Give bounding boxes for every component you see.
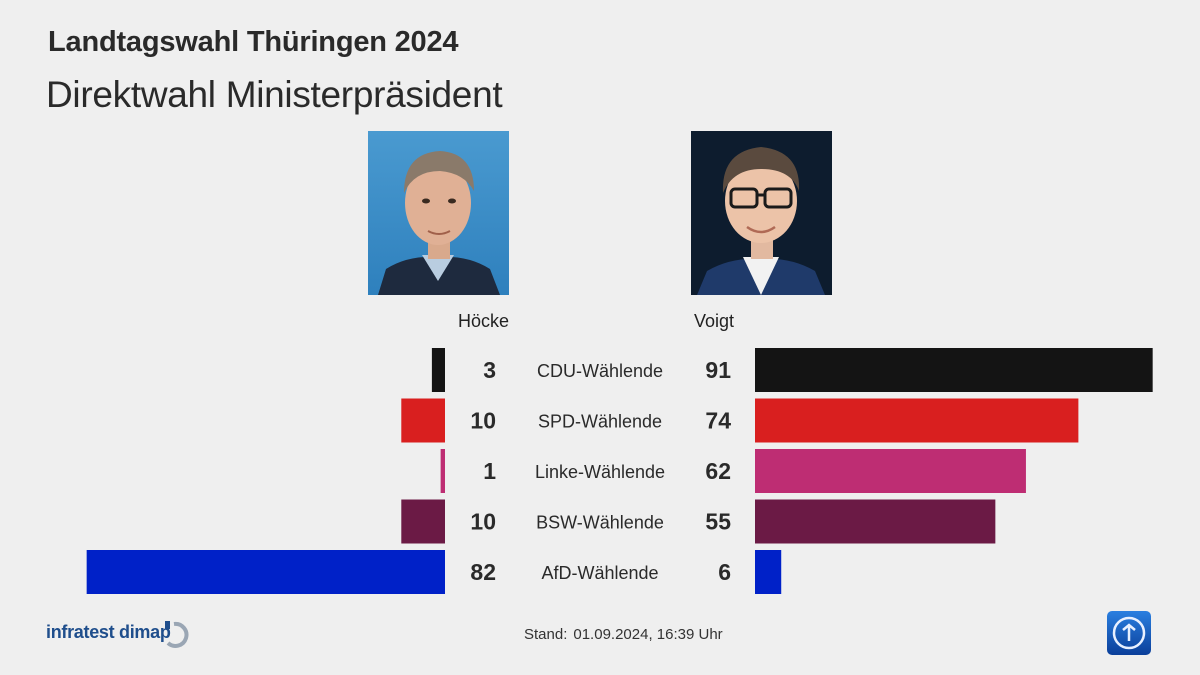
value-left-linke-w-hlende: 1 <box>483 458 496 484</box>
category-label-afd-w-hlende: AfD-Wählende <box>541 563 658 583</box>
value-right-linke-w-hlende: 62 <box>705 458 731 484</box>
candidate-name-left: Höcke <box>458 311 510 331</box>
bar-right-cdu-w-hlende <box>755 348 1153 392</box>
value-left-bsw-w-hlende: 10 <box>470 509 496 535</box>
value-right-afd-w-hlende: 6 <box>718 559 731 585</box>
stand-value: 01.09.2024, 16:39 Uhr <box>573 626 723 643</box>
category-label-linke-w-hlende: Linke-Wählende <box>535 462 665 482</box>
stand-label: Stand: <box>524 626 568 643</box>
infratest-dimap-logo-icon <box>162 619 192 654</box>
chart-title: Landtagswahl Thüringen 2024 <box>48 26 459 58</box>
bar-left-bsw-w-hlende <box>401 499 445 544</box>
bar-right-afd-w-hlende <box>755 550 782 594</box>
value-right-bsw-w-hlende: 55 <box>705 509 731 535</box>
tagesschau-logo-icon <box>1106 610 1152 661</box>
bar-right-linke-w-hlende <box>755 449 1026 493</box>
bar-left-cdu-w-hlende <box>431 348 445 392</box>
bar-left-spd-w-hlende <box>401 398 445 443</box>
value-right-cdu-w-hlende: 91 <box>705 357 731 383</box>
value-right-spd-w-hlende: 74 <box>705 408 731 434</box>
bar-right-bsw-w-hlende <box>755 499 996 544</box>
bar-left-linke-w-hlende <box>440 449 445 493</box>
chart-subtitle: Direktwahl Ministerpräsident <box>46 74 503 115</box>
category-label-bsw-w-hlende: BSW-Wählende <box>536 513 664 533</box>
category-label-cdu-w-hlende: CDU-Wählende <box>537 361 663 381</box>
value-left-spd-w-hlende: 10 <box>470 408 496 434</box>
value-left-cdu-w-hlende: 3 <box>483 357 496 383</box>
candidate-portrait-right <box>691 131 832 295</box>
bar-right-spd-w-hlende <box>755 398 1079 443</box>
value-left-afd-w-hlende: 82 <box>470 559 496 585</box>
category-label-spd-w-hlende: SPD-Wählende <box>538 412 662 432</box>
timestamp: Stand: 01.09.2024, 16:39 Uhr <box>524 626 723 643</box>
brand-infratest-dimap: infratest dimap <box>46 622 171 642</box>
candidate-portrait-left <box>368 131 509 295</box>
bar-left-afd-w-hlende <box>86 550 445 594</box>
candidate-name-right: Voigt <box>694 311 735 331</box>
